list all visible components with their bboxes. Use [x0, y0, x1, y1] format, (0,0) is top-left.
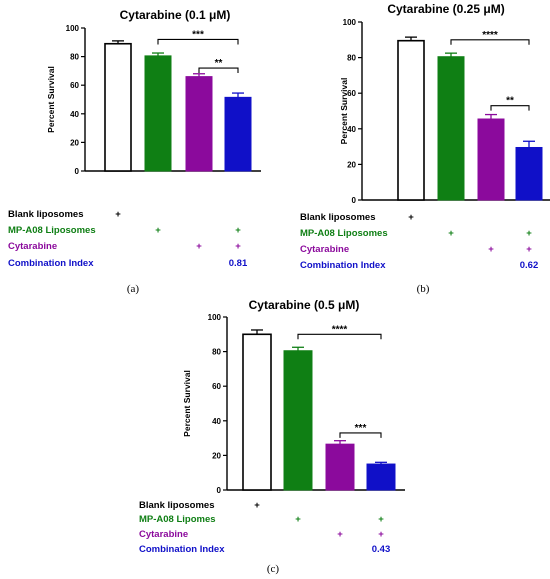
significance-label: **** — [332, 324, 348, 335]
bar — [477, 118, 505, 201]
significance-label: *** — [192, 29, 204, 40]
significance-bracket — [198, 67, 239, 74]
y-tick-label: 0 — [217, 486, 222, 495]
bar — [437, 56, 465, 201]
significance-bracket — [297, 333, 382, 340]
bar — [104, 42, 132, 172]
significance-label: ** — [506, 96, 514, 107]
significance-bracket — [339, 432, 382, 438]
significance-label: *** — [355, 423, 367, 434]
condition-mark: + — [235, 241, 241, 252]
bar — [144, 55, 172, 172]
significance-bracket — [157, 38, 239, 45]
condition-mark: + — [254, 500, 260, 511]
y-axis-label: Percent Survival — [339, 78, 349, 145]
y-tick-label: 0 — [75, 167, 80, 176]
condition-mark: + — [155, 225, 161, 236]
y-tick-label: 20 — [347, 160, 356, 169]
significance-bracket — [490, 105, 530, 111]
condition-row-label: Combination Index — [300, 260, 386, 271]
condition-mark: + — [488, 244, 494, 255]
y-axis-label: Percent Survival — [182, 370, 192, 437]
bar — [283, 350, 313, 491]
condition-row-label: MP-A08 Lipomes — [139, 514, 216, 525]
bar — [325, 443, 355, 491]
condition-mark: + — [337, 529, 343, 540]
y-tick-label: 80 — [70, 53, 79, 62]
condition-mark: 0.62 — [520, 260, 539, 271]
panel-label: (c) — [267, 563, 280, 575]
condition-row-label: MP-A08 Liposomes — [8, 225, 96, 236]
significance-bracket — [450, 39, 530, 45]
condition-row-label: Cytarabine — [139, 529, 188, 540]
condition-mark: + — [378, 514, 384, 525]
condition-mark: + — [196, 241, 202, 252]
condition-row-label: Combination Index — [139, 544, 225, 555]
condition-row-label: Cytarabine — [8, 241, 57, 252]
condition-row-label: Blank liposomes — [139, 500, 215, 511]
chart-title: Cytarabine (0.1 μM) — [120, 8, 231, 22]
condition-mark: + — [408, 212, 414, 223]
y-axis-label: Percent Survival — [46, 66, 56, 133]
condition-mark: + — [526, 244, 532, 255]
y-tick-label: 80 — [212, 348, 221, 357]
condition-mark: + — [295, 514, 301, 525]
condition-row-label: Combination Index — [8, 258, 94, 269]
y-tick-label: 0 — [352, 196, 357, 205]
condition-mark: + — [448, 228, 454, 239]
bar — [366, 463, 396, 491]
bar — [397, 39, 425, 201]
panel-label: (b) — [417, 283, 430, 295]
chart-title: Cytarabine (0.25 μM) — [387, 2, 504, 16]
panel-label: (a) — [127, 283, 140, 295]
chart-title: Cytarabine (0.5 μM) — [249, 298, 360, 312]
condition-row-label: Blank liposomes — [300, 212, 376, 223]
y-tick-label: 40 — [212, 417, 221, 426]
y-tick-label: 40 — [347, 125, 356, 134]
condition-row-label: Blank liposomes — [8, 209, 84, 220]
bar — [185, 76, 213, 172]
condition-mark: + — [526, 228, 532, 239]
condition-row-label: MP-A08 Liposomes — [300, 228, 388, 239]
y-tick-label: 20 — [212, 451, 221, 460]
y-tick-label: 100 — [66, 24, 80, 33]
condition-mark: + — [235, 225, 241, 236]
y-tick-label: 60 — [212, 382, 221, 391]
y-tick-label: 60 — [347, 89, 356, 98]
bar — [242, 333, 272, 491]
y-tick-label: 80 — [347, 54, 356, 63]
condition-row-label: Cytarabine — [300, 244, 349, 255]
y-tick-label: 40 — [70, 110, 79, 119]
condition-mark: 0.43 — [372, 544, 391, 555]
condition-mark: 0.81 — [229, 258, 248, 269]
y-tick-label: 100 — [343, 18, 357, 27]
bar — [224, 96, 252, 172]
condition-mark: + — [115, 209, 121, 220]
y-tick-label: 20 — [70, 138, 79, 147]
significance-label: **** — [482, 30, 498, 41]
condition-mark: + — [378, 529, 384, 540]
y-tick-label: 60 — [70, 81, 79, 90]
significance-label: ** — [215, 58, 223, 69]
bar — [515, 146, 543, 201]
y-tick-label: 100 — [208, 313, 222, 322]
